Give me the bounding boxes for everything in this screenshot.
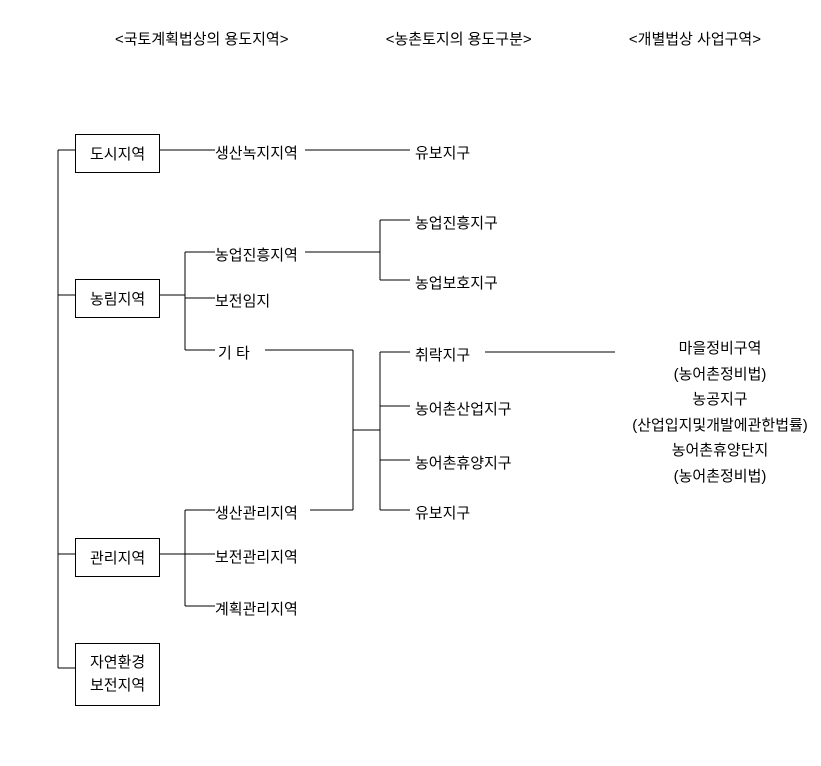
box-gwanli: 관리지역 <box>75 538 160 577</box>
l3-yubo2: 유보지구 <box>415 500 470 525</box>
l2-dosi1: 생산녹지지역 <box>215 140 298 165</box>
box-dosi: 도시지역 <box>75 134 160 173</box>
header-col1: <국토계획법상의 용도지역> <box>115 28 289 49</box>
diagram-container: <국토계획법상의 용도지역> <농촌토지의 용도구분> <개별법상 사업구역> <box>20 20 821 746</box>
header-col3: <개별법상 사업구역> <box>629 28 761 49</box>
l3-chwirak: 취락지구 <box>415 342 470 367</box>
label-jayeon-2: 보전지역 <box>90 677 145 694</box>
label-jayeon-1: 자연환경 <box>90 654 145 671</box>
l2-nongrim3: 기 타 <box>218 340 250 365</box>
box-jayeon: 자연환경 보전지역 <box>75 643 160 706</box>
l3-yubo1: 유보지구 <box>415 140 470 165</box>
side-l2: (농어촌정비법) <box>615 362 821 388</box>
l3-hyuyang: 농어촌휴양지구 <box>415 450 512 475</box>
side-l1: 마을정비구역 <box>615 336 821 362</box>
l2-gwanli2: 보전관리지역 <box>215 544 298 569</box>
l2-gwanli1: 생산관리지역 <box>215 500 298 525</box>
header-col2: <농촌토지의 용도구분> <box>386 28 532 49</box>
side-l4: (산업입지및개발에관한법률) <box>615 413 821 439</box>
l2-nongrim2: 보전임지 <box>215 288 270 313</box>
label-nongrim: 농림지역 <box>90 291 145 308</box>
headers-row: <국토계획법상의 용도지역> <농촌토지의 용도구분> <개별법상 사업구역> <box>20 28 821 49</box>
l2-gwanli3: 계획관리지역 <box>215 596 298 621</box>
l3-jinheung2: 농업보호지구 <box>415 270 498 295</box>
l2-nongrim1: 농업진흥지역 <box>215 242 298 267</box>
side-l5: 농어촌휴양단지 <box>615 438 821 464</box>
l3-jinheung1: 농업진흥지구 <box>415 210 498 235</box>
side-l6: (농어촌정비법) <box>615 464 821 490</box>
box-nongrim: 농림지역 <box>75 279 160 318</box>
side-l3: 농공지구 <box>615 387 821 413</box>
side-text: 마을정비구역 (농어촌정비법) 농공지구 (산업입지및개발에관한법률) 농어촌휴… <box>615 336 821 489</box>
label-dosi: 도시지역 <box>90 146 145 163</box>
label-gwanli: 관리지역 <box>90 550 145 567</box>
l3-saneop: 농어촌산업지구 <box>415 396 512 421</box>
